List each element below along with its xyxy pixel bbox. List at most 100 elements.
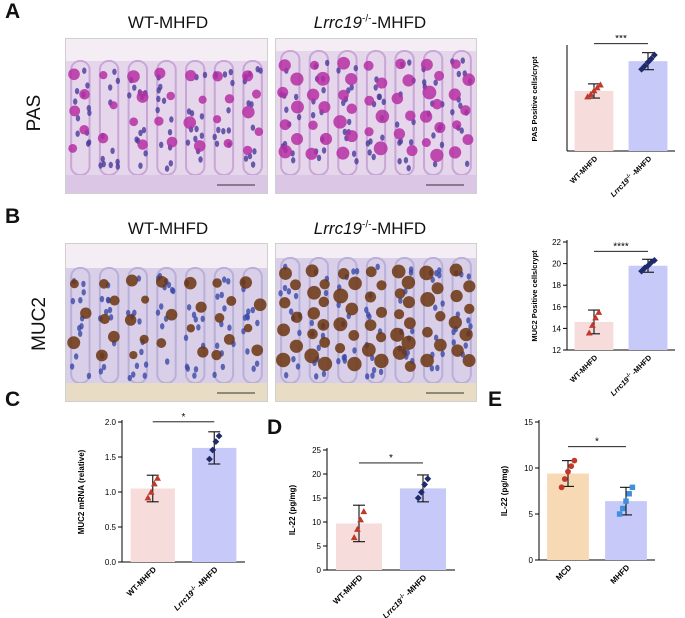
goblet-cell xyxy=(109,101,118,110)
nucleus xyxy=(212,133,217,141)
nucleus xyxy=(131,371,136,378)
goblet-cell xyxy=(307,285,321,300)
nucleus xyxy=(193,135,198,143)
y-tick-label: 22 xyxy=(552,238,561,247)
nucleus xyxy=(321,370,327,378)
micrograph-muc2-ko xyxy=(275,243,477,402)
goblet-cell xyxy=(108,330,120,343)
nucleus xyxy=(293,292,299,300)
panel-letter-e: E xyxy=(488,388,503,411)
nucleus xyxy=(437,267,442,274)
nucleus xyxy=(433,79,438,86)
y-axis-label: MUC2 Positive cells/crypt xyxy=(530,250,539,342)
nucleus xyxy=(230,79,235,87)
nucleus xyxy=(103,308,109,316)
goblet-cell xyxy=(421,138,431,148)
nucleus xyxy=(321,147,327,154)
goblet-cell xyxy=(459,327,473,342)
nucleus xyxy=(342,353,347,361)
nucleus xyxy=(410,327,415,335)
goblet-cell xyxy=(402,296,415,309)
data-point xyxy=(215,432,223,440)
y-tick-label: 20 xyxy=(552,260,561,269)
data-point xyxy=(424,475,432,483)
data-point xyxy=(592,314,599,321)
nucleus xyxy=(138,129,143,137)
image-title-ko-muc2: Lrrc19-/--MHFD xyxy=(313,219,427,238)
submucosa xyxy=(66,383,267,401)
goblet-cell xyxy=(420,353,434,368)
nucleus xyxy=(459,127,464,134)
data-point xyxy=(212,438,220,445)
nucleus xyxy=(164,165,170,172)
nucleus xyxy=(370,372,375,379)
data-point xyxy=(558,484,565,491)
goblet-cell xyxy=(345,73,358,86)
nucleus xyxy=(254,360,260,367)
nucleus xyxy=(193,316,198,323)
data-point xyxy=(641,264,649,272)
bar xyxy=(628,61,668,151)
goblet-cell xyxy=(460,105,471,116)
y-tick-label: 5 xyxy=(317,542,322,551)
nucleus xyxy=(466,273,472,280)
nucleus xyxy=(214,342,220,349)
nucleus xyxy=(101,363,107,371)
nucleus xyxy=(282,284,288,292)
nucleus xyxy=(352,347,357,354)
nucleus xyxy=(243,155,249,162)
y-tick-label: 2.0 xyxy=(105,418,117,427)
panel-letter-d: D xyxy=(267,416,283,439)
goblet-cell xyxy=(136,91,149,103)
x-tick-label: WT-MHFD xyxy=(331,573,364,606)
nucleus xyxy=(463,342,468,349)
goblet-cell xyxy=(374,353,389,369)
data-point xyxy=(623,498,629,504)
data-point xyxy=(647,55,655,63)
nucleus xyxy=(186,304,192,311)
nucleus xyxy=(75,130,80,137)
nucleus xyxy=(349,84,354,91)
goblet-cell xyxy=(402,74,415,87)
data-point xyxy=(147,488,155,495)
nucleus xyxy=(353,65,358,72)
nucleus xyxy=(79,322,84,330)
goblet-cell xyxy=(420,58,433,71)
y-tick-label: 10 xyxy=(312,518,321,527)
nucleus xyxy=(464,160,470,167)
nucleus xyxy=(137,318,142,325)
nucleus xyxy=(433,304,438,311)
goblet-cell xyxy=(109,295,120,306)
micrograph-pas-wt xyxy=(65,38,268,194)
nucleus xyxy=(75,115,81,122)
goblet-cell xyxy=(364,95,375,106)
nucleus xyxy=(222,305,227,312)
data-point xyxy=(568,463,575,470)
micrograph-pas-ko xyxy=(275,38,477,194)
data-point xyxy=(354,525,361,532)
nucleus xyxy=(296,113,302,121)
nucleus xyxy=(373,84,378,91)
nucleus xyxy=(408,266,414,273)
goblet-cell xyxy=(317,318,330,331)
x-tick-label: WT-MHFD xyxy=(568,154,600,186)
nucleus xyxy=(199,132,205,139)
y-tick-label: 1.0 xyxy=(105,488,117,497)
goblet-cell xyxy=(254,127,264,136)
nucleus xyxy=(202,71,208,79)
data-point xyxy=(585,329,593,336)
nucleus xyxy=(85,82,90,89)
goblet-cell xyxy=(124,314,137,326)
nucleus xyxy=(324,59,330,67)
goblet-cell xyxy=(364,291,377,303)
goblet-cell xyxy=(125,274,138,287)
goblet-cell xyxy=(333,317,348,332)
lumen xyxy=(276,39,476,51)
goblet-cell xyxy=(141,295,150,304)
nucleus xyxy=(86,104,92,112)
goblet-cell xyxy=(434,338,447,352)
y-tick-label: 0.5 xyxy=(105,523,117,532)
goblet-cell xyxy=(435,311,446,322)
image-title-wt-pas: WT-MHFD xyxy=(127,13,209,32)
goblet-cell xyxy=(307,328,318,340)
